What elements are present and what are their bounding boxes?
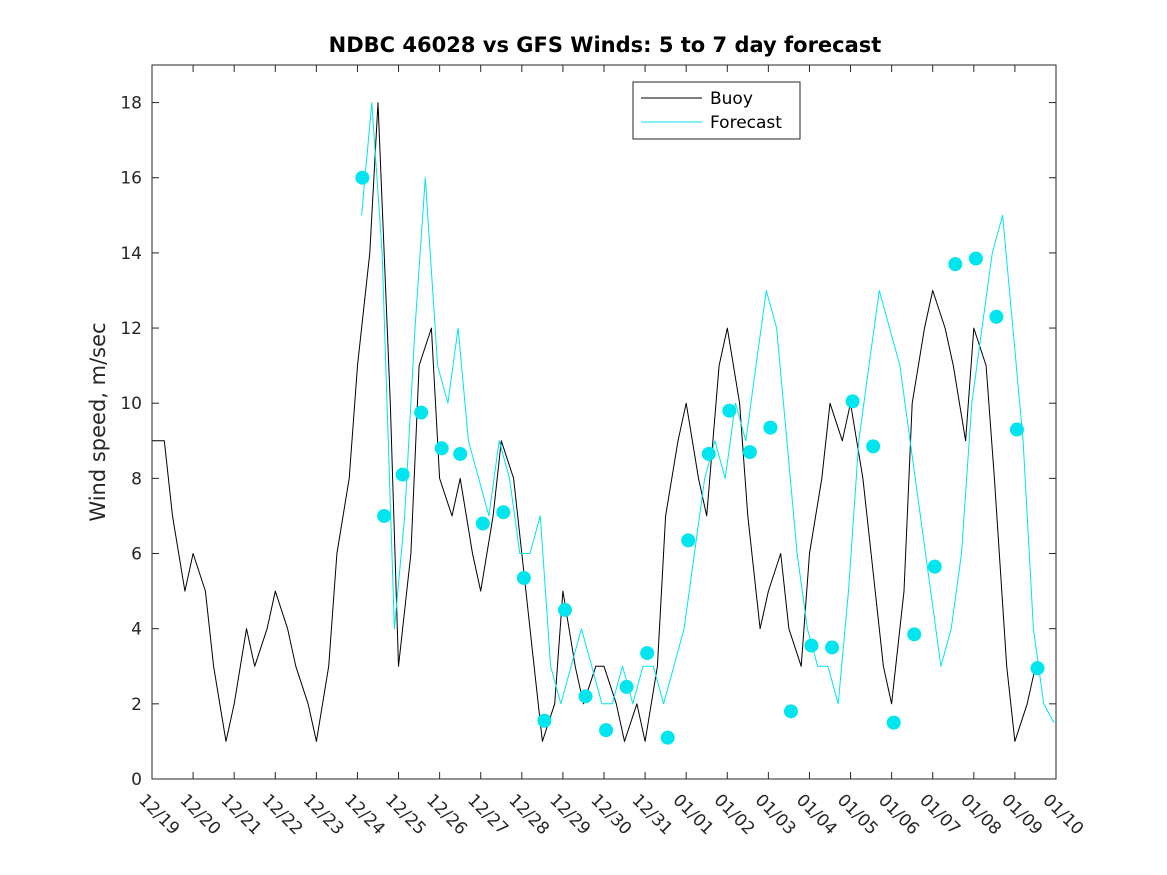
forecast-point bbox=[516, 570, 531, 585]
forecast-point bbox=[927, 559, 942, 574]
forecast-point bbox=[701, 446, 716, 461]
forecast-point bbox=[377, 508, 392, 523]
series-line-buoy bbox=[152, 102, 1036, 742]
forecast-point bbox=[395, 467, 410, 482]
forecast-point bbox=[804, 638, 819, 653]
forecast-point bbox=[948, 257, 963, 272]
forecast-point bbox=[783, 704, 798, 719]
forecast-point bbox=[496, 505, 511, 520]
forecast-point bbox=[434, 441, 449, 456]
y-tick-label: 16 bbox=[120, 169, 142, 189]
y-tick-labels: 0 2 4 6 8 10 12 14 16 18 bbox=[120, 94, 142, 790]
forecast-point bbox=[1009, 422, 1024, 437]
legend: Buoy Forecast bbox=[632, 81, 801, 140]
forecast-point bbox=[557, 602, 572, 617]
y-tick-label: 0 bbox=[131, 770, 142, 790]
forecast-point bbox=[619, 679, 634, 694]
y-tick-label: 18 bbox=[120, 94, 142, 114]
forecast-points-layer bbox=[355, 170, 1045, 745]
y-axis-label: Wind speed, m/sec bbox=[86, 322, 110, 521]
forecast-point bbox=[825, 640, 840, 655]
forecast-point bbox=[578, 689, 593, 704]
forecast-point bbox=[722, 403, 737, 418]
forecast-point bbox=[845, 394, 860, 409]
forecast-point bbox=[1030, 661, 1045, 676]
y-tick-label: 14 bbox=[120, 244, 142, 264]
y-tick-label: 4 bbox=[131, 620, 142, 640]
forecast-point bbox=[866, 439, 881, 454]
axis-ticks bbox=[151, 65, 1057, 780]
plot-frame bbox=[151, 64, 1057, 780]
legend-label-buoy: Buoy bbox=[710, 89, 753, 109]
forecast-point bbox=[599, 723, 614, 738]
forecast-point bbox=[355, 170, 370, 185]
forecast-point bbox=[968, 251, 983, 266]
forecast-point bbox=[475, 516, 490, 531]
chart-title: NDBC 46028 vs GFS Winds: 5 to 7 day fore… bbox=[329, 33, 882, 57]
forecast-point bbox=[681, 533, 696, 548]
legend-label-forecast: Forecast bbox=[710, 113, 782, 133]
plot-area bbox=[152, 65, 1056, 779]
forecast-point bbox=[763, 420, 778, 435]
y-tick-label: 6 bbox=[131, 545, 142, 565]
forecast-point bbox=[886, 715, 901, 730]
y-tick-label: 10 bbox=[120, 394, 142, 414]
forecast-point bbox=[640, 646, 655, 661]
forecast-point bbox=[660, 730, 675, 745]
forecast-point bbox=[989, 309, 1004, 324]
forecast-point bbox=[453, 446, 468, 461]
y-tick-label: 2 bbox=[131, 695, 142, 715]
y-tick-label: 8 bbox=[131, 469, 142, 489]
forecast-point bbox=[742, 445, 757, 460]
forecast-point bbox=[537, 713, 552, 728]
legend-box bbox=[632, 81, 801, 140]
forecast-point bbox=[414, 405, 429, 420]
y-tick-label: 12 bbox=[120, 319, 142, 339]
forecast-point bbox=[907, 627, 922, 642]
